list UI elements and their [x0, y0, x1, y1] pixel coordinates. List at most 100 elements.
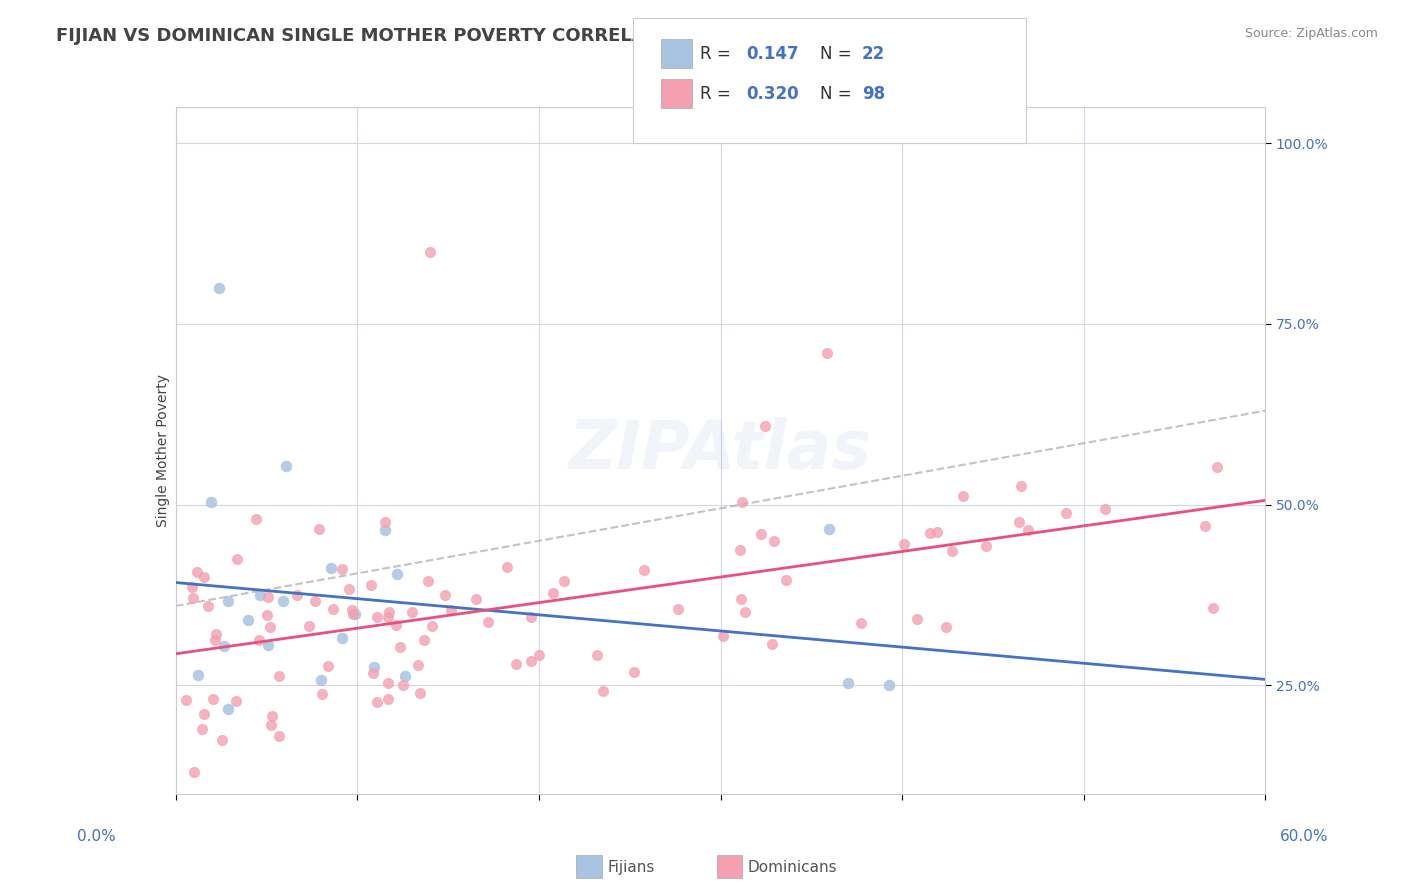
Point	[366, 695, 388, 709]
Point	[1194, 518, 1216, 533]
Text: FIJIAN VS DOMINICAN SINGLE MOTHER POVERTY CORRELATION CHART: FIJIAN VS DOMINICAN SINGLE MOTHER POVERT…	[56, 27, 768, 45]
Point	[920, 526, 942, 541]
Text: 0.320: 0.320	[747, 85, 799, 103]
Point	[1202, 600, 1225, 615]
Point	[187, 668, 209, 682]
Point	[180, 580, 202, 594]
Point	[495, 560, 517, 574]
Point	[193, 570, 215, 584]
Point	[408, 658, 430, 673]
Point	[633, 563, 655, 577]
Point	[217, 702, 239, 716]
Point	[1094, 502, 1116, 516]
Point	[477, 615, 499, 629]
Point	[749, 527, 772, 541]
Point	[385, 617, 408, 632]
Point	[440, 602, 463, 616]
Point	[249, 588, 271, 602]
Point	[762, 533, 785, 548]
Point	[208, 281, 231, 295]
Point	[197, 599, 219, 614]
Point	[730, 592, 752, 607]
Point	[304, 594, 326, 608]
Point	[361, 665, 384, 680]
Point	[363, 660, 385, 674]
Point	[761, 637, 783, 651]
Point	[316, 659, 339, 673]
Point	[941, 544, 963, 558]
Point	[728, 543, 751, 558]
Point	[935, 620, 957, 634]
Point	[666, 602, 689, 616]
Point	[247, 632, 270, 647]
Point	[433, 588, 456, 602]
Point	[377, 691, 399, 706]
Point	[586, 648, 609, 663]
Point	[186, 565, 208, 579]
Point	[378, 605, 401, 619]
Point	[388, 640, 411, 654]
Point	[337, 582, 360, 597]
Point	[309, 673, 332, 687]
Point	[837, 676, 859, 690]
Point	[974, 539, 997, 553]
Point	[200, 495, 222, 509]
Point	[905, 612, 928, 626]
Point	[202, 691, 225, 706]
Point	[851, 615, 873, 630]
Point	[190, 722, 212, 736]
Point	[204, 633, 226, 648]
Point	[212, 639, 235, 653]
Point	[226, 551, 249, 566]
Point	[420, 619, 443, 633]
Point	[1010, 479, 1032, 493]
Text: 98: 98	[862, 85, 884, 103]
Point	[256, 607, 278, 622]
Point	[543, 586, 565, 600]
Text: ZIPAtlas: ZIPAtlas	[569, 417, 872, 483]
Point	[527, 648, 550, 662]
Point	[259, 620, 281, 634]
Point	[815, 346, 838, 360]
Point	[193, 706, 215, 721]
Point	[731, 495, 754, 509]
Point	[623, 665, 645, 679]
Text: N =: N =	[820, 45, 856, 62]
Text: Source: ZipAtlas.com: Source: ZipAtlas.com	[1244, 27, 1378, 40]
Point	[322, 602, 344, 616]
Point	[520, 609, 543, 624]
Point	[257, 639, 280, 653]
Text: 0.147: 0.147	[747, 45, 799, 62]
Point	[225, 694, 247, 708]
Point	[818, 522, 841, 536]
Text: Dominicans: Dominicans	[748, 860, 838, 874]
Point	[274, 459, 297, 474]
Point	[342, 607, 364, 621]
Point	[925, 525, 948, 540]
Point	[952, 489, 974, 503]
Point	[211, 733, 233, 747]
Point	[366, 609, 388, 624]
Point	[553, 574, 575, 588]
Point	[465, 592, 488, 607]
Point	[342, 603, 364, 617]
Point	[592, 684, 614, 698]
Point	[260, 708, 283, 723]
Point	[181, 591, 204, 605]
Point	[174, 693, 197, 707]
Point	[711, 629, 734, 643]
Point	[419, 244, 441, 259]
Point	[267, 669, 290, 683]
Point	[343, 607, 366, 621]
Point	[392, 678, 415, 692]
Point	[377, 676, 399, 690]
Point	[271, 594, 294, 608]
Point	[377, 609, 399, 624]
Text: 60.0%: 60.0%	[1281, 830, 1329, 844]
Point	[374, 524, 396, 538]
Text: 0.0%: 0.0%	[77, 830, 117, 844]
Point	[1054, 506, 1077, 520]
Point	[409, 686, 432, 700]
Point	[877, 678, 900, 692]
Point	[734, 605, 756, 619]
